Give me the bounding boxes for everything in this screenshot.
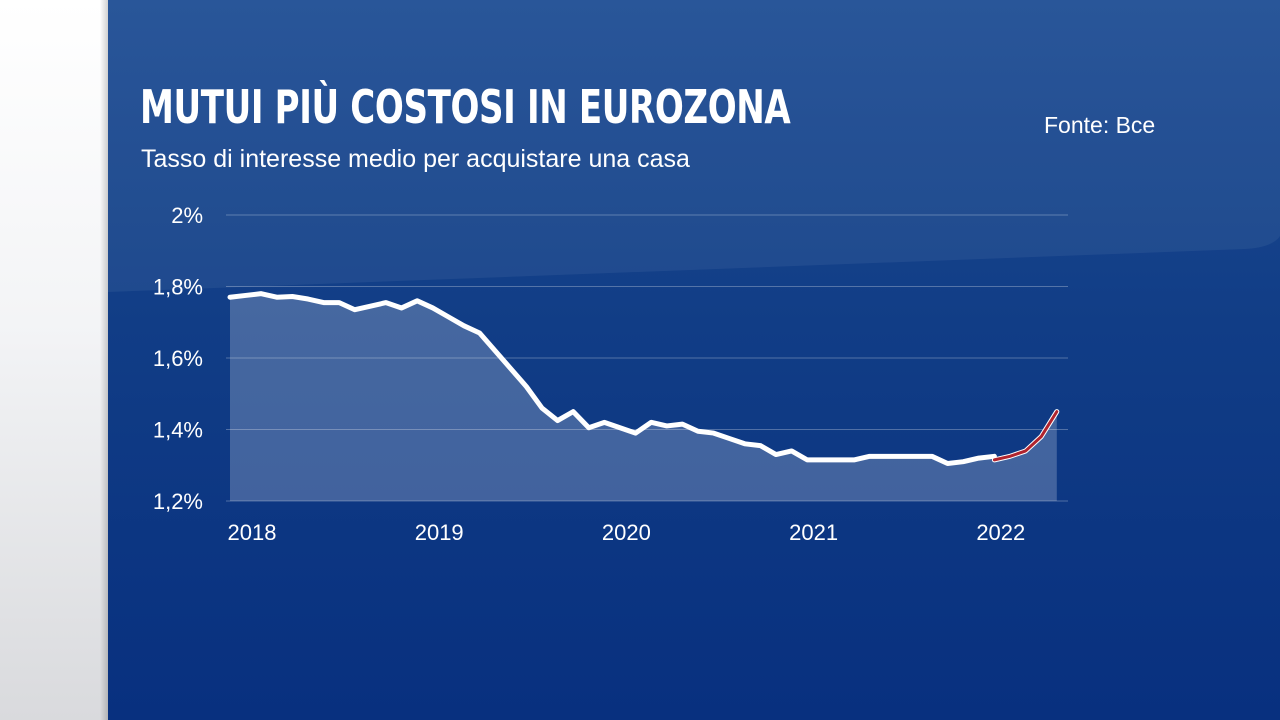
y-tick-label: 1,4% (153, 418, 203, 443)
background-panel (108, 0, 1280, 720)
y-tick-label: 1,6% (153, 346, 203, 371)
x-tick-label: 2022 (976, 520, 1025, 545)
gridlines (226, 214, 1068, 502)
area-fill (230, 293, 1057, 501)
y-tick-label: 1,8% (153, 275, 203, 300)
series-line-highlight (992, 410, 1059, 462)
chart-title: MUTUI PIÙ COSTOSI IN EUROZONA (140, 80, 791, 134)
x-tick-label: 2019 (415, 520, 464, 545)
x-axis-labels: 2018 2019 2020 2021 2022 (228, 520, 1026, 545)
left-border-shadow (100, 0, 108, 720)
source-note: Fonte: Bce (1044, 112, 1156, 138)
y-tick-label: 2% (171, 203, 203, 228)
left-border (0, 0, 108, 720)
x-tick-label: 2018 (228, 520, 277, 545)
x-tick-label: 2020 (602, 520, 651, 545)
series-lines (227, 291, 1060, 466)
chart-subtitle: Tasso di interesse medio per acquistare … (141, 145, 690, 173)
background-highlight-band (108, 0, 1280, 292)
background-band (108, 0, 1280, 292)
series-line-main (227, 291, 997, 466)
x-tick-label: 2021 (789, 520, 838, 545)
y-tick-label: 1,2% (153, 489, 203, 514)
area-shape (230, 293, 1057, 501)
y-axis-labels: 1,2% 1,4% 1,6% 1,8% 2% (153, 203, 203, 514)
